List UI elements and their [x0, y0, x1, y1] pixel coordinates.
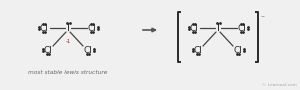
Text: most stable lewis structure: most stable lewis structure	[28, 69, 108, 75]
Text: Cl: Cl	[190, 23, 198, 32]
Text: Cl: Cl	[238, 23, 246, 32]
Text: Cl: Cl	[88, 23, 96, 32]
Text: Cl: Cl	[40, 23, 48, 32]
Text: ⁻: ⁻	[260, 13, 264, 22]
Text: Cl: Cl	[84, 46, 92, 55]
Text: -1: -1	[65, 39, 70, 43]
Text: Cl: Cl	[234, 46, 242, 55]
Text: Cl: Cl	[44, 46, 52, 55]
Text: © Learnool.com: © Learnool.com	[262, 83, 297, 87]
Text: I: I	[217, 23, 220, 33]
Text: Cl: Cl	[194, 46, 202, 55]
Text: I: I	[67, 23, 70, 33]
